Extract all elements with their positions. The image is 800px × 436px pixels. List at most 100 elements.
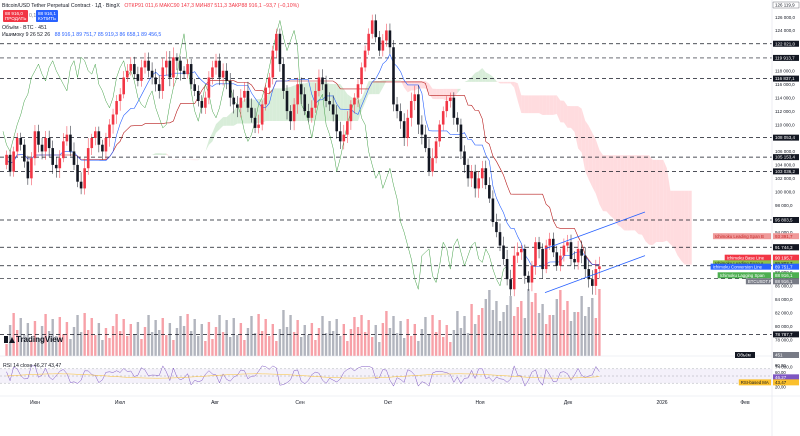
volume-bar	[111, 326, 115, 356]
cloud-segment	[627, 155, 632, 231]
volume-bar	[321, 316, 324, 356]
cloud-segment	[560, 100, 564, 123]
candle-body	[228, 80, 232, 98]
rsi-ma-line	[6, 373, 600, 379]
volume-bar	[573, 312, 576, 356]
candle-body	[58, 158, 62, 169]
candlesticks	[5, 14, 601, 297]
volume-bar	[413, 324, 416, 356]
time-tick-label: Ноя	[475, 400, 484, 406]
cloud-segment	[631, 155, 635, 231]
price-tick-label: 78 000,0	[775, 337, 793, 342]
cloud-segment	[553, 95, 557, 115]
volume-bar	[488, 290, 491, 356]
volume-bar	[197, 336, 200, 356]
candle-body	[555, 252, 559, 266]
price-tag-value-box	[773, 254, 799, 261]
candle-body	[257, 124, 260, 128]
volume-bar	[271, 324, 274, 356]
cloud-segment	[155, 153, 160, 155]
ichimoku-values: 88 916,1 89 751,7 85 919,3 86 658,1 89 4…	[54, 32, 162, 38]
candle-body	[122, 77, 125, 95]
volume-bar	[246, 328, 250, 356]
volume-bar	[211, 339, 214, 356]
cloud-segment	[673, 190, 678, 256]
time-tick-label: Дек	[564, 400, 573, 406]
price-tick-label: 106 000,0	[775, 149, 796, 154]
candle-body	[367, 33, 370, 51]
candle-body	[534, 242, 537, 266]
candle-body	[473, 171, 477, 189]
volume-bar	[402, 338, 406, 356]
candle-body	[51, 148, 54, 165]
cloud-segment	[407, 80, 412, 93]
ichimoku-legend[interactable]: Ишимоку 9 26 52 26 88 916,1 89 751,7 85 …	[2, 32, 164, 38]
volume-bar	[576, 312, 580, 356]
volume-bar	[154, 320, 157, 356]
buy-button[interactable]: 88 916,1 КУПИТЬ	[36, 10, 59, 22]
sell-button[interactable]: 88 916,0 ПРОДАТЬ	[3, 10, 29, 22]
volume-bar	[388, 328, 392, 356]
level-label: 95 803,5	[775, 218, 793, 223]
level-label: 119 913,7	[775, 56, 795, 61]
volume-bar	[122, 319, 125, 356]
volume-bar	[278, 329, 282, 356]
cloud-segment	[485, 72, 490, 82]
volume-bar	[562, 310, 566, 356]
cloud-segment	[517, 83, 522, 113]
candle-body	[360, 67, 363, 85]
volume-bar	[395, 333, 399, 356]
cloud-segment	[365, 81, 369, 103]
candle-body	[591, 279, 594, 286]
volume-bar	[101, 340, 104, 356]
candle-body	[111, 114, 115, 125]
candle-body	[370, 20, 374, 34]
volume-bar	[381, 323, 385, 356]
cloud-segment	[585, 120, 589, 180]
spread-value: 0,1	[29, 13, 37, 19]
rsi-legend[interactable]: RSI 14 close 46,27 43,47	[3, 363, 62, 369]
volume-bar	[527, 289, 530, 356]
volume-legend[interactable]: Объём · BTC · 451	[2, 25, 47, 31]
volume-bar	[417, 341, 420, 356]
volume-bar	[186, 314, 189, 356]
volume-bar	[548, 315, 551, 356]
volume-bar	[591, 298, 594, 356]
volume-bar	[342, 324, 345, 356]
volume-bar	[331, 331, 335, 356]
cloud-segment	[464, 80, 469, 83]
candle-body	[30, 158, 33, 179]
candle-body	[395, 104, 399, 112]
time-tick-label: Сен	[295, 400, 304, 406]
candle-body	[72, 151, 76, 165]
volume-bar	[530, 302, 534, 356]
candle-body	[260, 104, 264, 125]
candle-body	[399, 111, 402, 122]
time-tick-label: Окт	[384, 400, 393, 406]
level-label-box	[773, 331, 799, 338]
volume-bar	[481, 308, 484, 356]
cloud-segment	[624, 155, 628, 231]
candle-body	[168, 60, 172, 78]
price-tick-label: 86 000,0	[775, 284, 793, 289]
volume-bar	[427, 334, 431, 356]
volume-bar	[442, 337, 445, 356]
volume-bar	[559, 290, 562, 356]
price-tick-label: 82 000,0	[775, 311, 793, 316]
level-label: 103 036,2	[775, 169, 796, 174]
candle-body	[172, 57, 175, 78]
cloud-segment	[531, 95, 536, 114]
price-tag-label: Ichimoku Conversion Line	[713, 264, 763, 269]
cloud-segment	[411, 80, 415, 91]
cloud-segment	[382, 80, 387, 88]
level-label: 122 021,0	[775, 41, 796, 46]
volume-bar	[90, 318, 93, 356]
candle-body	[250, 107, 253, 118]
price-tag-value: 90 195,7	[775, 255, 793, 260]
volume-bar	[346, 341, 349, 356]
level-label: 116 837,1	[775, 76, 795, 81]
candle-body	[321, 77, 324, 85]
level-label-box	[773, 168, 799, 175]
candle-body	[324, 84, 328, 102]
price-tick-label: 112 000,0	[775, 109, 795, 114]
